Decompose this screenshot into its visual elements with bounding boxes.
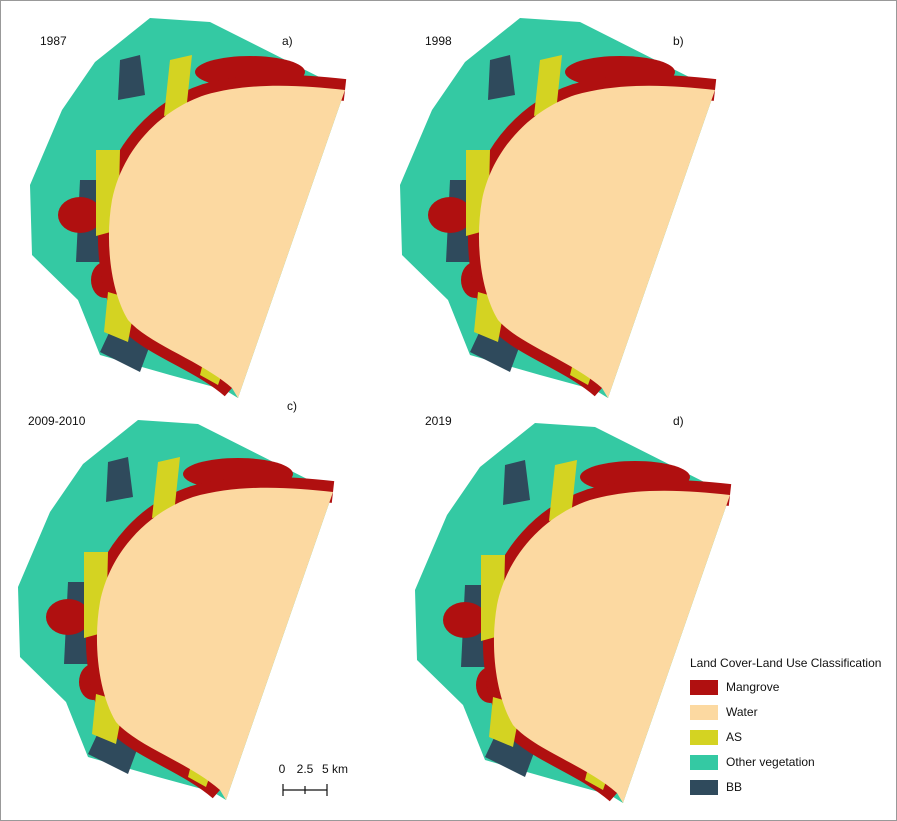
panel-letter: a)	[282, 34, 293, 48]
legend-swatch	[690, 705, 718, 720]
map-panel	[400, 18, 715, 398]
legend-swatch	[690, 780, 718, 795]
panel-year: 1987	[40, 34, 67, 48]
map-panel	[18, 420, 333, 800]
legend-label: Mangrove	[726, 680, 780, 694]
panel-year: 2009-2010	[28, 414, 86, 428]
map-panel	[415, 423, 730, 803]
page: {"panels": [ {"year": "1987", "letter": …	[0, 0, 897, 821]
legend-label: BB	[726, 780, 742, 794]
panel-letter: d)	[673, 414, 684, 428]
legend-label: AS	[726, 730, 742, 744]
legend-swatch	[690, 730, 718, 745]
figure: 1987 a) 1998 b) 2009-2010 c) 2019 d) 0 2…	[0, 0, 897, 821]
map-panel	[30, 18, 345, 398]
panel-letter: c)	[287, 399, 297, 413]
legend-swatch	[690, 755, 718, 770]
scale-label: 0	[279, 762, 286, 776]
legend: Land Cover-Land Use Classification Mangr…	[690, 656, 881, 795]
scale-bar: 0 2.5 5 km	[279, 762, 348, 796]
scale-label: 5 km	[322, 762, 348, 776]
panel-year: 1998	[425, 34, 452, 48]
legend-label: Water	[726, 705, 758, 719]
panel-year: 2019	[425, 414, 452, 428]
legend-swatch	[690, 680, 718, 695]
scale-label: 2.5	[297, 762, 314, 776]
legend-title: Land Cover-Land Use Classification	[690, 656, 881, 670]
legend-label: Other vegetation	[726, 755, 815, 769]
panel-letter: b)	[673, 34, 684, 48]
